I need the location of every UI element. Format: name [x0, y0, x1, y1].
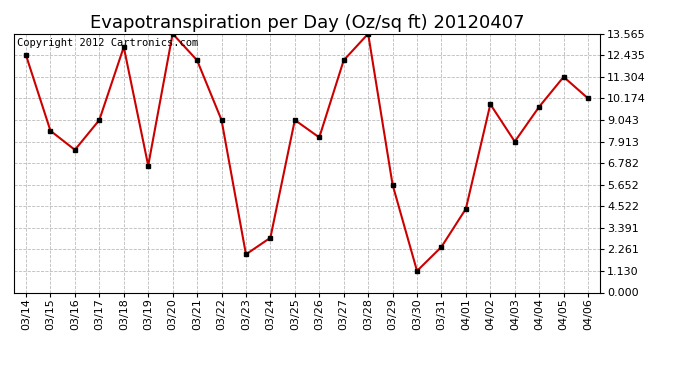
Text: Copyright 2012 Cartronics.com: Copyright 2012 Cartronics.com [17, 38, 198, 48]
Title: Evapotranspiration per Day (Oz/sq ft) 20120407: Evapotranspiration per Day (Oz/sq ft) 20… [90, 14, 524, 32]
